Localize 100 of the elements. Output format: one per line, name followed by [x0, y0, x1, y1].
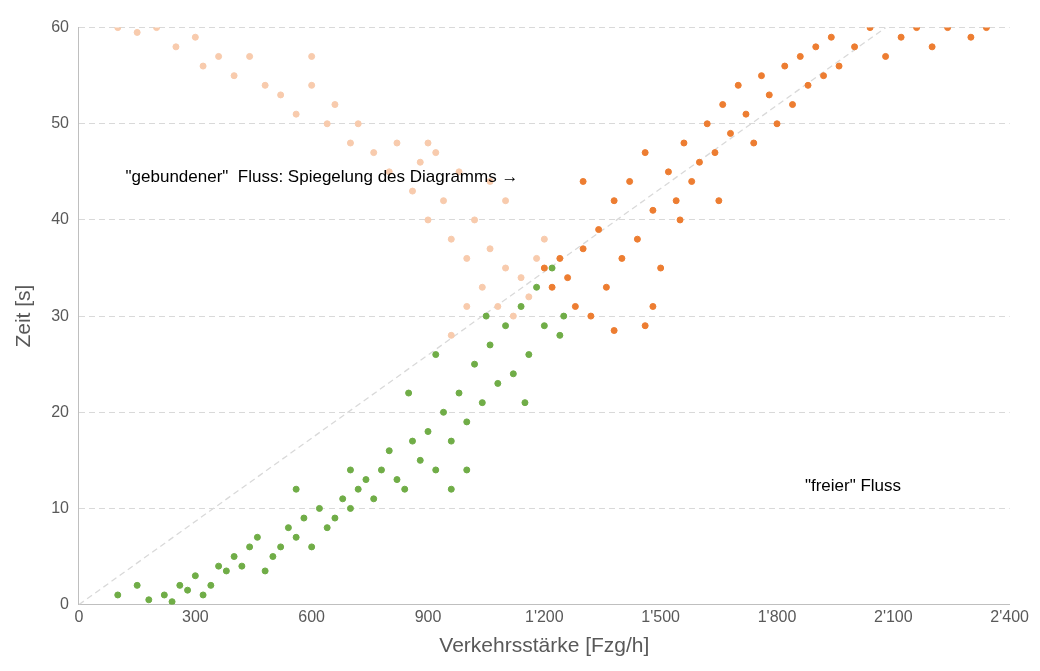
point	[789, 101, 797, 109]
x-tick-label: 2'400	[990, 607, 1030, 625]
point	[781, 62, 789, 70]
point	[882, 52, 890, 60]
point	[408, 187, 416, 195]
y-tick-label: 20	[51, 402, 70, 420]
point	[486, 245, 494, 253]
point	[277, 91, 285, 99]
point	[440, 197, 448, 205]
point	[820, 72, 828, 80]
point	[424, 216, 432, 224]
x-tick-label: 600	[298, 607, 326, 625]
y-tick-label: 10	[51, 498, 70, 516]
point	[533, 254, 541, 262]
point	[540, 264, 548, 272]
point	[804, 81, 812, 89]
point	[897, 33, 905, 41]
point	[827, 33, 835, 41]
point	[715, 197, 723, 205]
point	[703, 120, 711, 128]
point	[331, 101, 339, 109]
point	[726, 129, 734, 137]
point	[424, 139, 432, 147]
point	[641, 322, 649, 330]
point	[618, 254, 626, 262]
point	[308, 81, 316, 89]
point	[261, 81, 269, 89]
point	[246, 52, 254, 60]
point	[556, 254, 564, 262]
point	[680, 139, 688, 147]
y-tick-label: 40	[51, 210, 70, 228]
x-axis-title: Verkehrsstärke [Fzg/h]	[439, 633, 650, 657]
point	[664, 168, 672, 176]
point	[676, 216, 684, 224]
point	[191, 33, 199, 41]
point	[509, 312, 517, 320]
point	[773, 120, 781, 128]
y-axis-title: Zeit [s]	[11, 284, 35, 348]
point	[416, 158, 424, 166]
point	[967, 33, 975, 41]
point	[502, 264, 510, 272]
point	[230, 72, 238, 80]
point	[719, 101, 727, 109]
point	[494, 302, 502, 310]
point	[835, 62, 843, 70]
point	[587, 312, 595, 320]
point	[393, 139, 401, 147]
point	[346, 139, 354, 147]
x-tick-label: 1'800	[757, 607, 797, 625]
point	[215, 52, 223, 60]
point	[928, 43, 936, 51]
point	[564, 274, 572, 282]
point	[525, 293, 533, 301]
x-tick-label: 300	[181, 607, 209, 625]
point	[812, 43, 820, 51]
x-tick-label: 1'500	[641, 607, 681, 625]
point	[478, 283, 486, 291]
point	[199, 62, 207, 70]
point	[595, 226, 603, 234]
point	[471, 216, 479, 224]
point	[133, 28, 141, 36]
point	[649, 206, 657, 214]
point	[657, 264, 665, 272]
point	[502, 197, 510, 205]
point	[540, 235, 548, 243]
y-tick-label: 60	[51, 18, 70, 36]
point	[463, 302, 471, 310]
point	[796, 52, 804, 60]
point	[649, 302, 657, 310]
y-tick-label: 30	[51, 306, 70, 324]
point	[742, 110, 750, 118]
point	[688, 177, 696, 185]
point	[370, 149, 378, 157]
x-tick-label: 2'100	[874, 607, 913, 625]
point	[579, 177, 587, 185]
point	[447, 331, 455, 339]
x-tick-label: 1'200	[525, 607, 564, 625]
y-tick-label: 50	[51, 114, 70, 132]
x-tick-label: 900	[414, 607, 442, 625]
point	[463, 254, 471, 262]
annotation: "freier" Fluss	[804, 476, 902, 495]
point	[610, 327, 618, 335]
point	[602, 283, 610, 291]
x-tick-label: 0	[74, 607, 84, 625]
point	[765, 91, 773, 99]
point	[734, 81, 742, 89]
point	[447, 235, 455, 243]
point	[432, 149, 440, 157]
point	[610, 197, 618, 205]
point	[172, 43, 180, 51]
point	[548, 283, 556, 291]
annotation: "gebundener" Fluss: Spiegelung des Diagramms →	[125, 167, 519, 187]
point	[626, 177, 634, 185]
point	[851, 43, 859, 51]
point	[517, 274, 525, 282]
point	[292, 110, 300, 118]
point	[323, 120, 331, 128]
point	[579, 245, 587, 253]
y-tick-label: 0	[60, 595, 70, 613]
point	[308, 52, 316, 60]
